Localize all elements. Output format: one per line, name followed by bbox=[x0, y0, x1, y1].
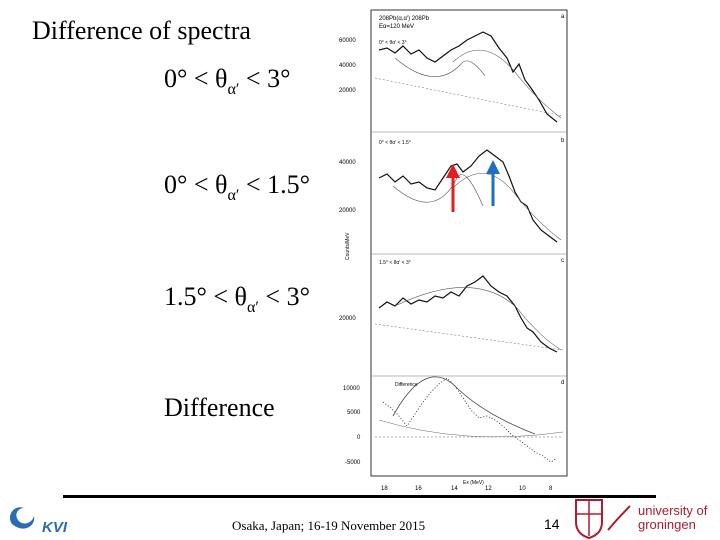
panel-d-tick-4: -5000 bbox=[345, 460, 361, 466]
y-axis-label: Counts/MeV bbox=[345, 232, 351, 260]
panel-b-tick-2: 20000 bbox=[339, 208, 356, 214]
difference-label: Difference bbox=[164, 393, 275, 422]
panel-a-letter: a bbox=[561, 14, 565, 20]
panel-a-range: 0° < θα′ < 3° bbox=[379, 40, 407, 46]
x-tick-5: 10 bbox=[519, 486, 526, 492]
panel-c-range: 1.5° < θα′ < 3° bbox=[379, 260, 411, 266]
x-axis-label: Ex (MeV) bbox=[463, 480, 484, 486]
condition-range-3: 1.5° < θα′ < 3° bbox=[164, 282, 310, 316]
university-shield-icon bbox=[575, 499, 603, 540]
panel-c-tick-1: 20000 bbox=[339, 316, 356, 322]
university-name-line-1: university of bbox=[638, 503, 708, 518]
university-name: university of groningen bbox=[638, 504, 707, 532]
university-swoosh-icon bbox=[607, 505, 631, 531]
x-tick-1: 18 bbox=[381, 486, 388, 492]
university-name-line-2: groningen bbox=[638, 517, 696, 532]
panel-a-header: 208Pb(α,α′) 208Pb bbox=[379, 16, 430, 22]
panel-c-fit bbox=[394, 287, 562, 351]
panel-a-fit-left bbox=[394, 57, 486, 77]
kvi-text: KVI bbox=[42, 519, 68, 536]
panel-b-fit-left bbox=[392, 174, 484, 207]
panel-d-letter: d bbox=[561, 380, 564, 386]
kvi-swirl-icon bbox=[9, 507, 35, 529]
panel-d-tick-2: 5000 bbox=[347, 410, 361, 416]
panel-d-fit bbox=[392, 376, 536, 435]
panel-d-legend: Difference bbox=[395, 382, 418, 388]
panel-a-spectrum bbox=[378, 31, 558, 123]
red-arrow-head bbox=[446, 164, 460, 178]
page-number: 14 bbox=[544, 516, 560, 532]
panel-a-energy: Eα=120 MeV bbox=[379, 24, 414, 30]
panel-a-tick-1: 60000 bbox=[339, 38, 356, 44]
footer-location-date: Osaka, Japan; 16-19 November 2015 bbox=[232, 518, 426, 533]
panel-c-letter: c bbox=[561, 258, 564, 264]
x-tick-3: 14 bbox=[451, 486, 458, 492]
panel-b-range: 0° < θα′ < 1.5° bbox=[379, 140, 411, 146]
condition-range-1: 0° < θα′ < 3° bbox=[164, 64, 291, 98]
panel-a-tick-3: 20000 bbox=[339, 88, 356, 94]
panel-d-tick-3: 0 bbox=[357, 435, 361, 441]
panel-a-tick-2: 40000 bbox=[339, 63, 356, 69]
footer-divider bbox=[63, 495, 656, 498]
panel-b-fit-right bbox=[452, 173, 562, 241]
panel-b-letter: b bbox=[561, 138, 565, 144]
spectra-figure: 208Pb(α,α′) 208Pb Eα=120 MeV 0° < θα′ < … bbox=[335, 6, 575, 492]
x-tick-6: 8 bbox=[549, 486, 553, 492]
panel-d-baseline-fit bbox=[378, 419, 564, 438]
panel-c-spectrum bbox=[378, 275, 558, 353]
slide-title: Difference of spectra bbox=[32, 16, 251, 45]
kvi-logo: KVI bbox=[4, 498, 84, 538]
panel-d-points bbox=[382, 377, 558, 463]
panel-b-spectrum bbox=[378, 149, 558, 243]
blue-arrow-head bbox=[486, 160, 500, 174]
x-tick-4: 12 bbox=[485, 486, 492, 492]
panel-d-tick-1: 10000 bbox=[343, 386, 360, 392]
x-tick-2: 16 bbox=[415, 486, 422, 492]
condition-range-2: 0° < θα′ < 1.5° bbox=[164, 170, 310, 204]
panel-a-fit-right bbox=[452, 49, 562, 119]
panel-b-tick-1: 40000 bbox=[339, 160, 356, 166]
university-logo bbox=[572, 496, 720, 540]
